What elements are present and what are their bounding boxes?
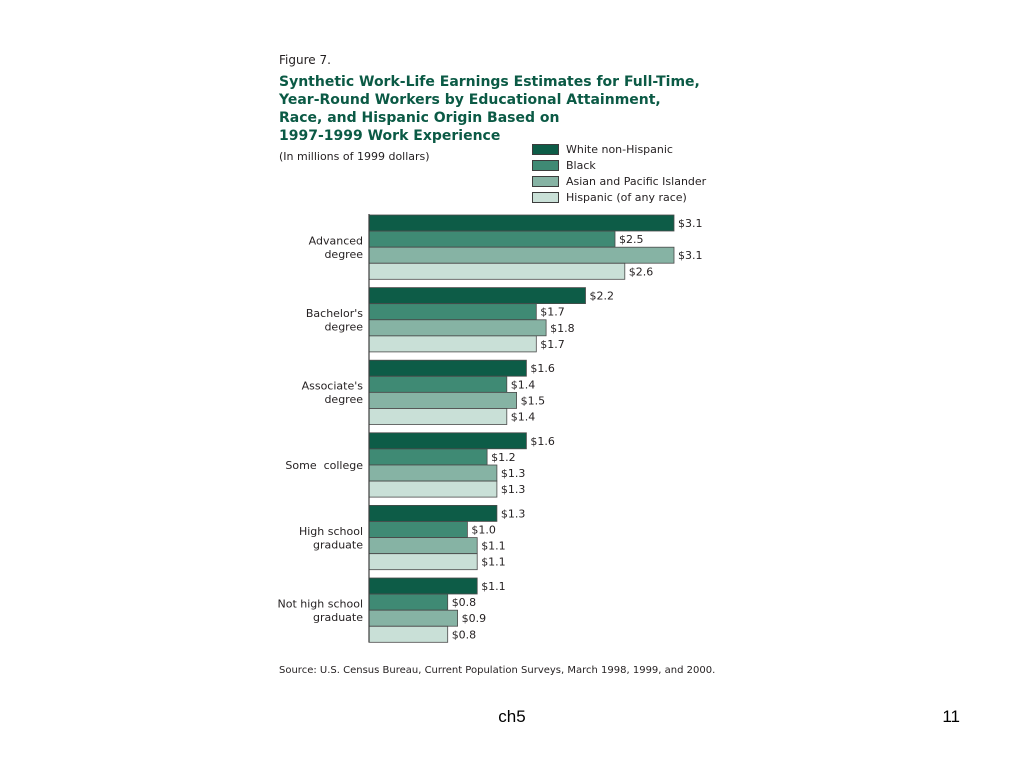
data-label: $1.1 (481, 556, 506, 569)
bar (368, 287, 586, 305)
legend-swatch (532, 191, 559, 203)
data-label: $1.7 (540, 306, 565, 319)
data-label: $3.1 (678, 249, 703, 262)
category-label: Some college (285, 459, 363, 472)
category-label: Bachelor's (306, 307, 363, 320)
bar (368, 303, 537, 321)
data-label: $0.8 (452, 596, 477, 609)
category-label: graduate (313, 611, 363, 624)
data-label: $1.3 (501, 467, 526, 480)
figure-title-line: Year-Round Workers by Educational Attain… (279, 92, 661, 108)
figure-label: Figure 7. (279, 53, 331, 67)
bar (368, 553, 478, 571)
bar (368, 246, 675, 264)
legend-item: Asian and Pacific Islander (532, 173, 706, 189)
data-label: $3.1 (678, 217, 703, 230)
figure-title-line: 1997-1999 Work Experience (279, 128, 501, 144)
data-label: $1.3 (501, 507, 526, 520)
figure-title-line: Synthetic Work-Life Earnings Estimates f… (279, 74, 700, 90)
bar (368, 262, 626, 280)
bar (368, 625, 449, 643)
legend-swatch (532, 143, 559, 155)
data-label: $1.4 (511, 378, 536, 391)
category-label: Associate's (302, 380, 364, 393)
bar (368, 230, 616, 248)
bar (368, 593, 449, 611)
legend-label: White non-Hispanic (566, 142, 673, 156)
legend-item: Hispanic (of any race) (532, 189, 706, 205)
data-label: $1.1 (481, 580, 506, 593)
bar (368, 504, 498, 522)
bar (368, 335, 537, 353)
bar (368, 609, 458, 627)
data-label: $1.1 (481, 540, 506, 553)
data-label: $2.6 (629, 265, 654, 278)
category-label: Advanced (309, 234, 363, 247)
data-label: $2.2 (590, 290, 615, 303)
bar (368, 359, 527, 377)
data-label: $0.9 (462, 612, 487, 625)
source-note: Source: U.S. Census Bureau, Current Popu… (279, 665, 716, 676)
bar (368, 537, 478, 554)
bar (368, 480, 498, 498)
data-label: $1.5 (521, 394, 546, 407)
legend-item: Black (532, 157, 706, 173)
category-label: degree (324, 248, 363, 261)
data-label: $1.8 (550, 322, 575, 335)
legend-label: Hispanic (of any race) (566, 190, 687, 204)
bar (368, 408, 508, 425)
legend-label: Black (566, 158, 596, 172)
bar (368, 521, 468, 538)
bar (368, 375, 508, 393)
data-label: $0.8 (452, 628, 477, 641)
legend-label: Asian and Pacific Islander (566, 174, 707, 188)
bar (368, 464, 498, 482)
bar (368, 391, 518, 409)
data-label: $1.2 (491, 451, 515, 464)
data-label: $1.7 (540, 338, 565, 351)
data-label: $1.3 (501, 483, 526, 496)
data-label: $1.0 (471, 524, 496, 537)
category-label: graduate (313, 538, 363, 551)
bar (368, 214, 675, 232)
category-label: High school (299, 525, 363, 538)
figure-title-line: Race, and Hispanic Origin Based on (279, 110, 560, 126)
figure-title: Synthetic Work-Life Earnings Estimates f… (279, 73, 739, 145)
slide-footer-text: ch5 (498, 707, 526, 726)
bar (368, 577, 478, 595)
data-label: $1.6 (530, 435, 555, 448)
units-note: (In millions of 1999 dollars) (279, 150, 430, 163)
bar (368, 319, 547, 337)
category-label: degree (324, 321, 363, 334)
slide-page-number: 11 (942, 707, 960, 726)
data-label: $1.4 (511, 411, 536, 424)
chart-legend: White non-Hispanic Black Asian and Pacif… (532, 141, 706, 205)
category-label: degree (324, 393, 363, 406)
legend-swatch (532, 159, 559, 171)
legend-swatch (532, 175, 559, 187)
data-label: $2.5 (619, 233, 644, 246)
bar (368, 448, 488, 466)
legend-item: White non-Hispanic (532, 141, 706, 157)
category-label: Not high school (277, 598, 363, 611)
bar (368, 432, 527, 450)
data-label: $1.6 (530, 362, 555, 375)
